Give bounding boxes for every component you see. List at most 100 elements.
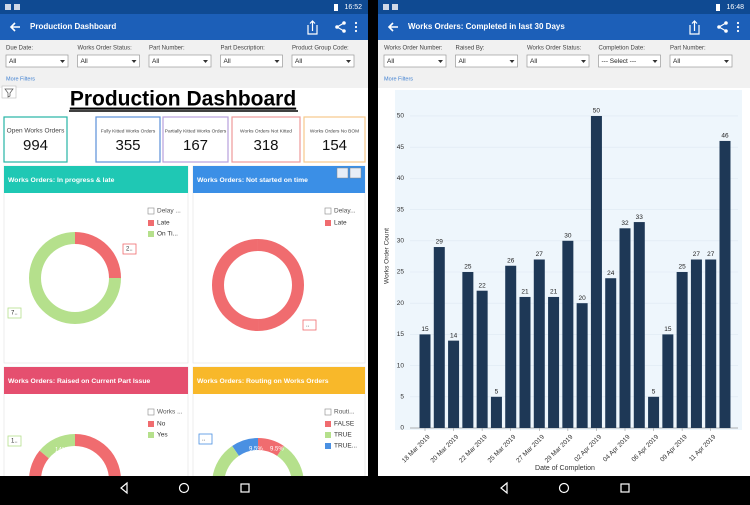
value-label: 15 <box>664 326 672 333</box>
bar <box>690 259 702 428</box>
nav-home[interactable] <box>178 482 190 494</box>
filter-select[interactable] <box>526 54 590 68</box>
panel-header <box>193 367 365 394</box>
nav-back[interactable] <box>120 481 128 495</box>
panel-header <box>193 166 365 193</box>
legend-item: Late <box>334 220 347 227</box>
share-dot <box>724 21 728 25</box>
filter-value: --- Select --- <box>602 58 637 65</box>
filter-select[interactable] <box>291 54 355 68</box>
filter-select[interactable] <box>455 54 518 68</box>
more-filters[interactable]: More Filters <box>6 76 35 82</box>
filter-select[interactable] <box>5 54 69 68</box>
value-label: 21 <box>550 289 558 296</box>
value-label: 5 <box>495 389 499 396</box>
bar <box>576 303 588 428</box>
menu-dot[interactable] <box>736 21 740 25</box>
menu-dot[interactable] <box>354 21 358 25</box>
chart-menu-button[interactable] <box>349 167 362 179</box>
legend-swatch[interactable] <box>325 443 331 449</box>
filter-select[interactable] <box>383 54 447 68</box>
value-label: 46 <box>721 133 729 140</box>
nav-back[interactable] <box>500 481 508 495</box>
legend-swatch[interactable] <box>325 421 331 427</box>
bar <box>490 396 502 428</box>
value-label: 27 <box>707 251 715 258</box>
filter-select[interactable] <box>220 54 283 68</box>
filter-value: All <box>81 58 89 65</box>
nav-recents[interactable] <box>620 483 630 493</box>
callout-box <box>122 243 137 255</box>
select-arrow <box>60 60 65 63</box>
legend-swatch[interactable] <box>325 220 331 226</box>
nav-bar <box>0 476 368 500</box>
status-time: 16:52 <box>344 4 362 11</box>
bar <box>533 259 545 428</box>
legend-checkbox[interactable] <box>324 408 332 416</box>
menu-dot[interactable] <box>736 29 740 33</box>
legend-title: Delay... <box>334 208 356 215</box>
back-button[interactable] <box>387 22 398 32</box>
filter-value: All <box>530 58 538 65</box>
y-tick-label: 45 <box>397 144 405 151</box>
value-label: 27 <box>693 251 701 258</box>
back-button[interactable] <box>9 22 20 32</box>
kpi-value: 154 <box>322 137 347 154</box>
legend-item: TRUE... <box>334 443 357 450</box>
y-tick-label: 15 <box>397 331 405 338</box>
share-dot <box>342 29 346 33</box>
donut-segment <box>211 239 258 331</box>
filter-value: All <box>224 58 232 65</box>
filter-select[interactable] <box>148 54 212 68</box>
bar <box>648 396 660 428</box>
bar <box>619 228 631 428</box>
legend-swatch[interactable] <box>148 220 154 226</box>
bar <box>462 271 474 428</box>
kpi-card <box>231 116 301 163</box>
legend-item: Yes <box>157 432 168 439</box>
more-filters[interactable]: More Filters <box>384 76 413 82</box>
value-label: 24 <box>607 270 615 277</box>
value-label: 22 <box>479 282 487 289</box>
y-tick-label: 5 <box>400 394 404 401</box>
y-tick-label: 10 <box>397 362 405 369</box>
filter-label: Completion Date: <box>599 46 646 52</box>
chart-type-button[interactable] <box>336 167 349 179</box>
kpi-card <box>3 116 68 163</box>
value-label: 25 <box>679 264 687 271</box>
bar <box>505 265 517 428</box>
legend-checkbox[interactable] <box>147 408 155 416</box>
value-label: 27 <box>536 251 544 258</box>
callout-label: 9.5% <box>249 447 263 453</box>
menu-dot[interactable] <box>354 25 358 29</box>
legend-swatch[interactable] <box>148 432 154 438</box>
nav-home[interactable] <box>558 482 570 494</box>
legend-swatch[interactable] <box>325 432 331 438</box>
bar <box>605 278 617 428</box>
menu-dot[interactable] <box>354 29 358 33</box>
menu-dot[interactable] <box>736 25 740 29</box>
value-label: 25 <box>464 264 472 271</box>
legend-swatch[interactable] <box>148 421 154 427</box>
export-button[interactable] <box>689 20 700 35</box>
nav-recents[interactable] <box>240 483 250 493</box>
legend-swatch[interactable] <box>148 231 154 237</box>
filter-label: Part Number: <box>149 46 185 52</box>
kpi-value: 167 <box>183 137 208 154</box>
filter-select[interactable] <box>77 54 140 68</box>
bar <box>519 296 531 428</box>
legend-checkbox[interactable] <box>324 207 332 215</box>
legend-checkbox[interactable] <box>147 207 155 215</box>
filter-select[interactable] <box>598 54 661 68</box>
legend-item: On Ti... <box>157 231 178 238</box>
divider <box>368 0 378 500</box>
filter-value: All <box>387 58 395 65</box>
y-tick-label: 35 <box>397 206 405 213</box>
filter-select[interactable] <box>669 54 733 68</box>
export-button[interactable] <box>307 20 318 35</box>
filter-value: All <box>673 58 681 65</box>
callout-box <box>198 433 213 445</box>
filter-value: All <box>9 58 17 65</box>
